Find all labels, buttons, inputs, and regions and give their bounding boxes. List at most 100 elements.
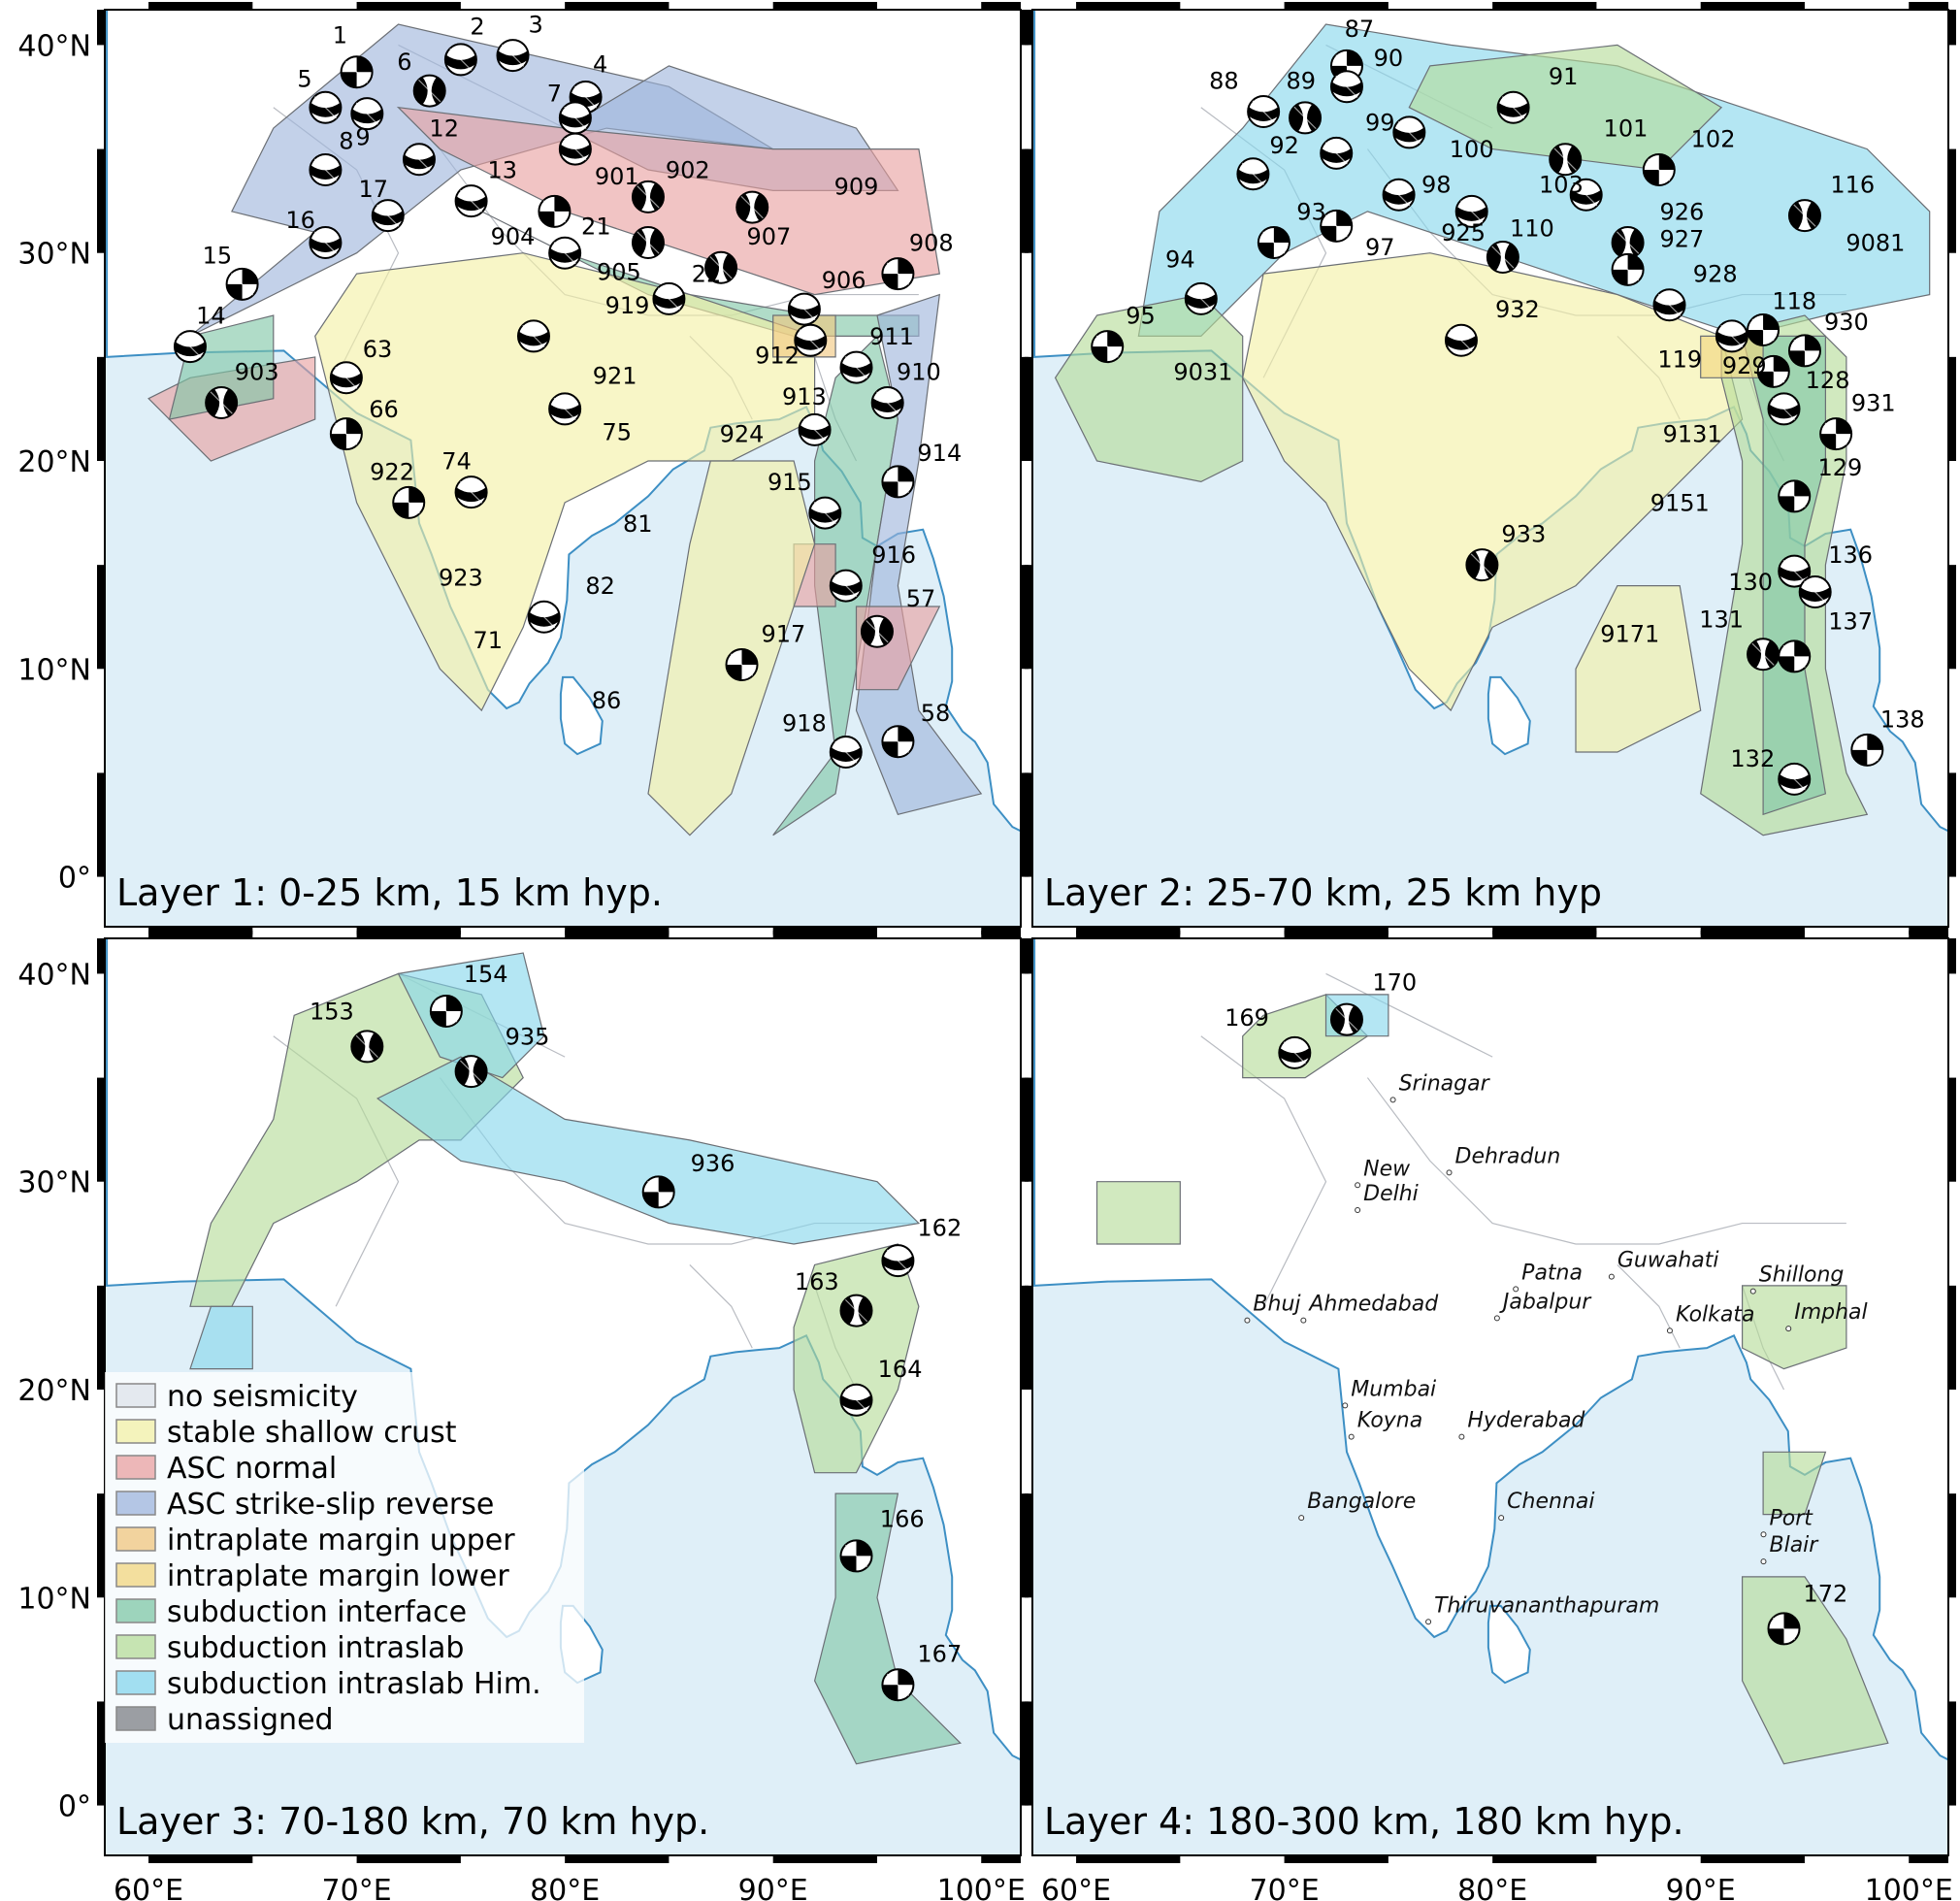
city-dot <box>1493 1315 1500 1322</box>
zone-id-label: 58 <box>921 700 951 727</box>
city-dot <box>1244 1317 1251 1324</box>
beachball-63 <box>329 361 363 395</box>
legend-label: no seismicity <box>167 1380 358 1414</box>
zone-id-label: 119 <box>1657 346 1702 374</box>
zone-id-label: 169 <box>1225 1004 1269 1032</box>
beachball-935 <box>454 1055 488 1089</box>
zone-id-label: 9081 <box>1846 230 1905 257</box>
zone-id-label: 116 <box>1830 172 1875 199</box>
beachball-153 <box>350 1030 384 1064</box>
zone-id-label: 5 <box>297 65 311 92</box>
city-label: Kolkata <box>1676 1302 1755 1327</box>
zone-id-label: 118 <box>1772 288 1816 315</box>
zone-id-label: 9171 <box>1600 620 1659 647</box>
zone-labels: 170 169 172 <box>1225 969 1847 1608</box>
beachball-922 <box>392 485 426 519</box>
legend-item: no seismicity <box>115 1380 358 1414</box>
zone-id-label: 917 <box>762 620 806 647</box>
beachball-172 <box>1767 1612 1801 1646</box>
city-dot <box>1355 1207 1361 1213</box>
zone-sub-him <box>397 952 545 1079</box>
city-label: Koyna <box>1357 1409 1423 1433</box>
beachball-89 <box>1289 101 1323 135</box>
sri-lanka <box>1486 1604 1531 1685</box>
lon-tick-label: 90°E <box>1666 1874 1736 1901</box>
zone-id-label: 128 <box>1806 367 1850 394</box>
focal-mechanisms <box>173 39 915 769</box>
legend-item: unassigned <box>115 1703 334 1737</box>
zone-id-label: 75 <box>603 419 633 446</box>
zone-id-label: 922 <box>370 458 414 485</box>
zone-id-label: 914 <box>917 440 962 467</box>
zone-id-label: 905 <box>597 259 641 286</box>
city-label: Imphal <box>1794 1300 1867 1325</box>
beachball-3 <box>496 39 530 73</box>
beachball-916 <box>829 569 863 603</box>
panel-frame <box>104 9 1022 928</box>
zone-id-label: 919 <box>605 292 650 319</box>
zone-id-label: 14 <box>196 303 226 330</box>
beachball-928 <box>1652 288 1686 322</box>
legend-item: stable shallow crust <box>115 1416 457 1450</box>
city-label: Mumbai <box>1351 1377 1436 1401</box>
legend-label: intraplate margin upper <box>167 1524 515 1557</box>
beachball-138 <box>1850 733 1884 767</box>
beachball-930 <box>1787 334 1821 368</box>
legend-swatch <box>115 1383 156 1408</box>
zone-id-label: 101 <box>1604 115 1649 143</box>
zone-id-label: 3 <box>528 12 542 39</box>
city-dot <box>1389 1097 1396 1103</box>
beachball-932 <box>1444 323 1478 357</box>
legend-item: ASC normal <box>115 1452 337 1486</box>
city-dot <box>1342 1402 1349 1409</box>
beachball-902 <box>631 180 665 213</box>
zone-id-label: 16 <box>285 207 315 234</box>
beachball-918 <box>829 736 863 769</box>
zone-id-label: 66 <box>369 396 399 423</box>
lon-tick-label: 100°E <box>1865 1874 1953 1901</box>
legend-swatch <box>115 1634 156 1659</box>
zone-id-label: 86 <box>592 687 622 714</box>
beachball-103 <box>1569 178 1603 212</box>
beachball-915 <box>808 496 842 530</box>
zone-stable <box>647 460 816 836</box>
city-label: Srinagar <box>1399 1071 1491 1096</box>
panel-title: Layer 2: 25-70 km, 25 km hyp <box>1044 871 1602 914</box>
zone-id-label: 918 <box>782 710 827 737</box>
city-dot <box>1785 1326 1792 1332</box>
lat-tick-label: 30°N <box>17 1166 91 1200</box>
legend-label: ASC strike-slip reverse <box>167 1488 494 1522</box>
beachball-154 <box>429 995 463 1028</box>
zone-id-label: 927 <box>1659 225 1704 252</box>
zone-id-label: 91 <box>1549 63 1579 90</box>
zone-id-label: 132 <box>1730 745 1775 772</box>
zone-id-label: 136 <box>1828 541 1873 569</box>
panel-frame <box>1031 937 1949 1856</box>
zone-id-label: 131 <box>1699 606 1744 633</box>
beachball-925 <box>1454 194 1488 228</box>
zone-id-label: 87 <box>1345 16 1375 43</box>
beachball-116 <box>1787 199 1821 233</box>
city-label: Dehradun <box>1455 1144 1561 1168</box>
lon-tick-label: 70°E <box>1250 1874 1320 1901</box>
panel-frame <box>1031 9 1949 928</box>
city-label: Bhuj <box>1253 1293 1301 1317</box>
city-dot <box>1513 1286 1519 1293</box>
city-dot <box>1749 1288 1756 1295</box>
zone-id-label: 164 <box>878 1356 923 1383</box>
beachball-97 <box>1320 209 1354 243</box>
zone-id-label: 7 <box>547 80 562 107</box>
beachball-931 <box>1819 417 1853 451</box>
zone-id-label: 162 <box>917 1214 962 1241</box>
legend-swatch <box>115 1706 156 1731</box>
beachball-913 <box>798 412 832 446</box>
beachball-907 <box>704 250 738 284</box>
city-dot <box>1425 1619 1432 1625</box>
zone-id-label: 172 <box>1804 1581 1848 1608</box>
city-label: Jabalpur <box>1499 1290 1592 1314</box>
zone-id-label: 907 <box>746 223 791 250</box>
